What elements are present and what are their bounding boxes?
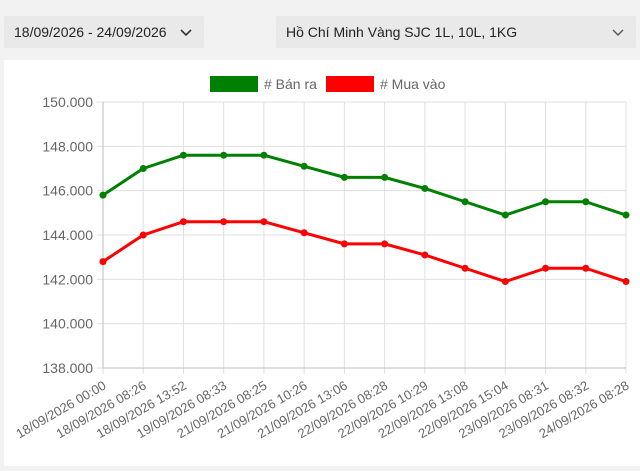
y-tick-label: 140.000 [42, 316, 93, 332]
data-point[interactable] [501, 278, 509, 286]
data-point[interactable] [340, 173, 348, 181]
data-point[interactable] [139, 165, 147, 172]
data-point[interactable] [99, 191, 107, 199]
data-point[interactable] [421, 184, 429, 192]
data-point[interactable] [622, 278, 630, 286]
filter-bar: 18/09/2026 - 24/09/2026 Hồ Chí Minh Vàng… [0, 0, 640, 56]
chevron-down-icon [180, 29, 192, 37]
location-product-select[interactable]: Hồ Chí Minh Vàng SJC 1L, 10L, 1KG [276, 16, 636, 48]
y-tick-label: 146.000 [42, 183, 93, 199]
legend-swatch[interactable] [210, 76, 258, 92]
data-point[interactable] [542, 198, 550, 206]
series-line [102, 153, 627, 217]
y-tick-label: 138.000 [42, 360, 93, 376]
data-point[interactable] [139, 231, 147, 239]
data-point[interactable] [260, 218, 268, 226]
data-point[interactable] [381, 173, 389, 181]
data-point[interactable] [542, 264, 550, 272]
chart-grid [97, 101, 627, 374]
y-tick-label: 148.000 [42, 138, 93, 154]
location-product-value: Hồ Chí Minh Vàng SJC 1L, 10L, 1KG [286, 24, 518, 40]
chart-legend: # Bán ra # Mua vào [210, 76, 446, 92]
legend-label[interactable]: # Mua vào [380, 76, 446, 92]
price-line-chart: # Bán ra # Mua vào 138.000140.000142.0001… [13, 76, 632, 442]
data-point[interactable] [501, 211, 509, 219]
legend-swatch[interactable] [326, 76, 374, 92]
chart-series [99, 151, 630, 286]
y-tick-label: 142.000 [42, 271, 93, 287]
data-point[interactable] [461, 264, 469, 272]
data-point[interactable] [99, 258, 107, 266]
data-point[interactable] [582, 264, 590, 272]
series-line [102, 220, 627, 284]
data-point[interactable] [300, 162, 308, 170]
data-point[interactable] [179, 151, 187, 159]
data-point[interactable] [260, 151, 268, 159]
data-point[interactable] [461, 198, 469, 206]
data-point[interactable] [300, 229, 308, 237]
data-point[interactable] [179, 218, 187, 226]
data-point[interactable] [220, 151, 228, 159]
y-tick-label: 150.000 [42, 94, 93, 110]
data-point[interactable] [622, 211, 630, 219]
y-axis: 138.000 140.000 142.000 144.000 146.000 148.0… [42, 94, 93, 376]
data-point[interactable] [421, 251, 429, 259]
date-range-value: 18/09/2026 - 24/09/2026 [14, 24, 167, 40]
data-point[interactable] [340, 240, 348, 248]
date-range-picker[interactable]: 18/09/2026 - 24/09/2026 [4, 16, 204, 48]
chevron-down-icon [612, 29, 624, 36]
chart-panel: # Bán ra # Mua vào 138.000 140.000 142.000 1… [4, 60, 640, 466]
y-tick-label: 144.000 [42, 227, 93, 243]
data-point[interactable] [582, 198, 590, 206]
legend-label[interactable]: # Bán ra [264, 76, 317, 92]
data-point[interactable] [220, 218, 228, 226]
data-point[interactable] [381, 240, 389, 248]
